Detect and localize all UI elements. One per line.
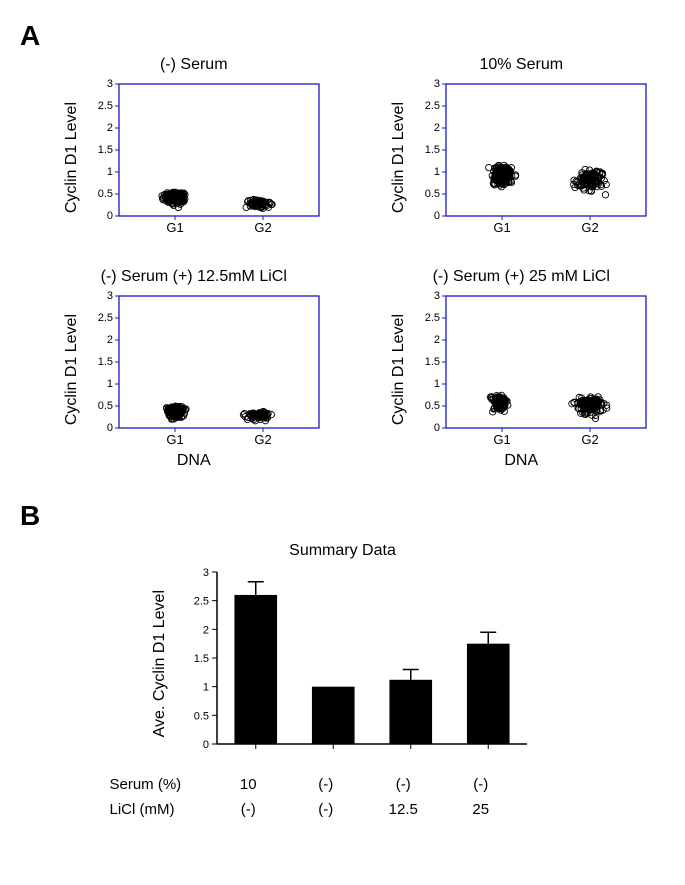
bar-title: Summary Data [289,542,396,560]
row-head: LiCl (mM) [110,801,210,818]
svg-text:2.5: 2.5 [193,596,208,608]
svg-text:3: 3 [434,78,440,90]
svg-text:G1: G1 [494,220,511,235]
bar-chart: 0 0.5 1 1.5 2 2.5 3 [175,564,535,764]
panel-a-label: A [20,20,665,52]
svg-text:2: 2 [107,122,113,134]
svg-text:G2: G2 [254,432,271,447]
svg-text:1: 1 [107,378,113,390]
row-cell: 25 [442,801,520,818]
svg-text:0.5: 0.5 [425,400,440,412]
bar-ylabel: Ave. Cyclin D1 Level [151,590,169,737]
scatter-title: (-) Serum [160,56,228,74]
scatter-title: (-) Serum (+) 25 mM LiCl [433,268,610,286]
svg-text:3: 3 [202,567,208,579]
svg-text:1.5: 1.5 [425,356,440,368]
svg-text:G1: G1 [166,432,183,447]
svg-text:0: 0 [107,210,113,222]
svg-text:3: 3 [434,290,440,302]
svg-text:2.5: 2.5 [97,100,112,112]
scatter-cell-2: (-) Serum (+) 12.5mM LiCl Cyclin D1 Leve… [50,268,338,470]
scatter-title: 10% Serum [479,56,563,74]
svg-text:1.5: 1.5 [97,144,112,156]
svg-text:1.5: 1.5 [97,356,112,368]
svg-text:0: 0 [107,422,113,434]
svg-text:2.5: 2.5 [425,100,440,112]
svg-text:G2: G2 [582,432,599,447]
svg-text:2: 2 [202,624,208,636]
row-cell: (-) [365,776,443,793]
scatter-cell-1: 10% Serum Cyclin D1 Level 0 0.5 1 1.5 2 2.5 3 G… [378,56,666,238]
row-cell: (-) [287,776,365,793]
panel-b: Summary Data Ave. Cyclin D1 Level 0 0.5 1 1… [20,542,665,818]
scatter-ylabel: Cyclin D1 Level [390,314,408,425]
row-head: Serum (%) [110,776,210,793]
svg-text:0: 0 [434,210,440,222]
scatter-grid: (-) Serum Cyclin D1 Level 0 0.5 1 1.5 2 2.5 3 G… [50,56,665,470]
svg-text:3: 3 [107,78,113,90]
svg-text:0.5: 0.5 [425,188,440,200]
bar-row-labels: Serum (%)10(-)(-)(-)LiCl (mM)(-)(-)12.52… [110,776,548,818]
panel-b-label: B [20,500,665,532]
svg-text:1: 1 [434,166,440,178]
scatter-title: (-) Serum (+) 12.5mM LiCl [101,268,287,286]
scatter-ylabel: Cyclin D1 Level [63,314,81,425]
svg-text:G2: G2 [582,220,599,235]
svg-text:G2: G2 [254,220,271,235]
svg-text:3: 3 [107,290,113,302]
svg-text:1: 1 [434,378,440,390]
scatter-plot-0: 0 0.5 1 1.5 2 2.5 3 G1 G2 [85,78,325,238]
svg-text:0.5: 0.5 [193,710,208,722]
svg-text:2.5: 2.5 [97,312,112,324]
svg-text:0: 0 [202,739,208,751]
scatter-ylabel: Cyclin D1 Level [63,102,81,213]
scatter-xlabel: DNA [177,452,211,470]
svg-text:0.5: 0.5 [97,188,112,200]
scatter-cell-3: (-) Serum (+) 25 mM LiCl Cyclin D1 Level… [378,268,666,470]
scatter-ylabel: Cyclin D1 Level [390,102,408,213]
row-cell: 12.5 [365,801,443,818]
svg-text:2: 2 [434,334,440,346]
svg-text:1: 1 [202,682,208,694]
scatter-plot-2: 0 0.5 1 1.5 2 2.5 3 G1 G2 [85,290,325,450]
svg-text:1.5: 1.5 [193,653,208,665]
svg-text:1.5: 1.5 [425,144,440,156]
svg-text:G1: G1 [494,432,511,447]
scatter-xlabel: DNA [504,452,538,470]
svg-text:1: 1 [107,166,113,178]
svg-text:2.5: 2.5 [425,312,440,324]
svg-text:2: 2 [107,334,113,346]
scatter-plot-3: 0 0.5 1 1.5 2 2.5 3 G1 G2 [412,290,652,450]
svg-text:2: 2 [434,122,440,134]
svg-text:0: 0 [434,422,440,434]
scatter-cell-0: (-) Serum Cyclin D1 Level 0 0.5 1 1.5 2 2.5 3 G… [50,56,338,238]
row-cell: (-) [442,776,520,793]
row-cell: 10 [210,776,288,793]
scatter-plot-1: 0 0.5 1 1.5 2 2.5 3 G1 G2 [412,78,652,238]
svg-text:0.5: 0.5 [97,400,112,412]
row-cell: (-) [210,801,288,818]
svg-text:G1: G1 [166,220,183,235]
row-cell: (-) [287,801,365,818]
